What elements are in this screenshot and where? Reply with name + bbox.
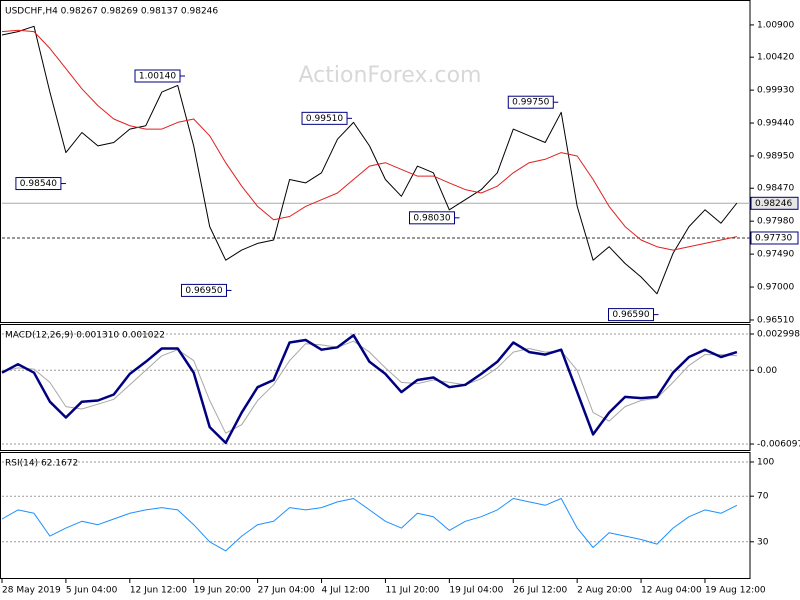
x-tick-label: 12 Jun 12:00 bbox=[130, 586, 187, 596]
annotation-label: 0.96590 bbox=[612, 310, 649, 320]
y-tick-label: -0.006097 bbox=[757, 440, 800, 450]
annotation-label: 0.99510 bbox=[306, 114, 343, 124]
x-tick-label: 2 Aug 20:00 bbox=[577, 586, 632, 596]
price-box bbox=[750, 196, 799, 210]
annotation-box bbox=[507, 95, 554, 109]
annotation-box bbox=[607, 308, 654, 322]
annotation-box bbox=[134, 69, 181, 83]
y-tick-label: 30 bbox=[757, 537, 769, 547]
x-tick-label: 19 Jul 04:00 bbox=[449, 586, 503, 596]
annotation-label: 0.99750 bbox=[512, 98, 549, 108]
annotation-box bbox=[180, 283, 227, 297]
y-tick-label: 70 bbox=[757, 492, 769, 502]
series-line bbox=[1, 340, 737, 434]
y-tick-label: 0.96510 bbox=[757, 315, 794, 325]
y-tick-label: 0.00 bbox=[757, 366, 777, 376]
x-tick-label: 19 Aug 12:00 bbox=[705, 586, 766, 596]
y-tick-label: 1.00420 bbox=[757, 53, 794, 63]
panel-frame bbox=[0, 324, 751, 451]
watermark: ActionForex.com bbox=[299, 63, 482, 88]
x-tick-label: 5 Jun 04:00 bbox=[66, 586, 118, 596]
annotation-label: 0.96950 bbox=[185, 286, 222, 296]
annotation-box bbox=[15, 177, 62, 191]
y-tick-label: 0.99440 bbox=[757, 119, 794, 129]
panel-frame bbox=[0, 0, 751, 323]
y-tick-label: 0.97980 bbox=[757, 217, 794, 227]
series-line bbox=[1, 498, 738, 552]
series-line bbox=[1, 29, 738, 251]
y-tick-label: 0.97000 bbox=[757, 283, 794, 293]
annotation-box bbox=[301, 111, 348, 125]
y-tick-label: 0.98470 bbox=[757, 184, 794, 194]
annotation-label: 0.98540 bbox=[20, 179, 57, 189]
annotation-label: 1.00140 bbox=[139, 72, 176, 82]
y-tick-label: 1.00900 bbox=[757, 20, 794, 30]
annotation-label: 0.98030 bbox=[413, 213, 450, 223]
price-box bbox=[750, 231, 799, 245]
panel-title: MACD(12,26,9) 0.001310 0.001022 bbox=[5, 331, 165, 341]
y-tick-label: 0.99930 bbox=[757, 86, 794, 96]
y-tick-label: 0.002998 bbox=[757, 330, 800, 340]
y-tick-label: 0.97490 bbox=[757, 250, 794, 260]
panel-frame bbox=[0, 452, 751, 579]
x-tick-label: 12 Aug 04:00 bbox=[641, 586, 702, 596]
panel-title: RSI(14) 62.1672 bbox=[5, 459, 78, 469]
series-line bbox=[1, 25, 738, 295]
y-tick-label: 0.98950 bbox=[757, 151, 794, 161]
panel-title: USDCHF,H4 0.98267 0.98269 0.98137 0.9824… bbox=[5, 7, 218, 17]
annotation-box bbox=[409, 211, 456, 225]
price-label: 0.98246 bbox=[755, 199, 792, 209]
price-label: 0.97730 bbox=[755, 233, 792, 243]
x-tick-label: 28 May 2019 bbox=[2, 586, 61, 596]
x-tick-label: 27 Jun 04:00 bbox=[258, 586, 315, 596]
x-tick-label: 4 Jul 12:00 bbox=[322, 586, 371, 596]
y-tick-label: 100 bbox=[757, 457, 774, 467]
x-tick-label: 11 Jul 20:00 bbox=[385, 586, 439, 596]
x-tick-label: 19 Jun 20:00 bbox=[194, 586, 251, 596]
x-tick-label: 26 Jul 12:00 bbox=[513, 586, 567, 596]
series-line bbox=[1, 333, 738, 445]
